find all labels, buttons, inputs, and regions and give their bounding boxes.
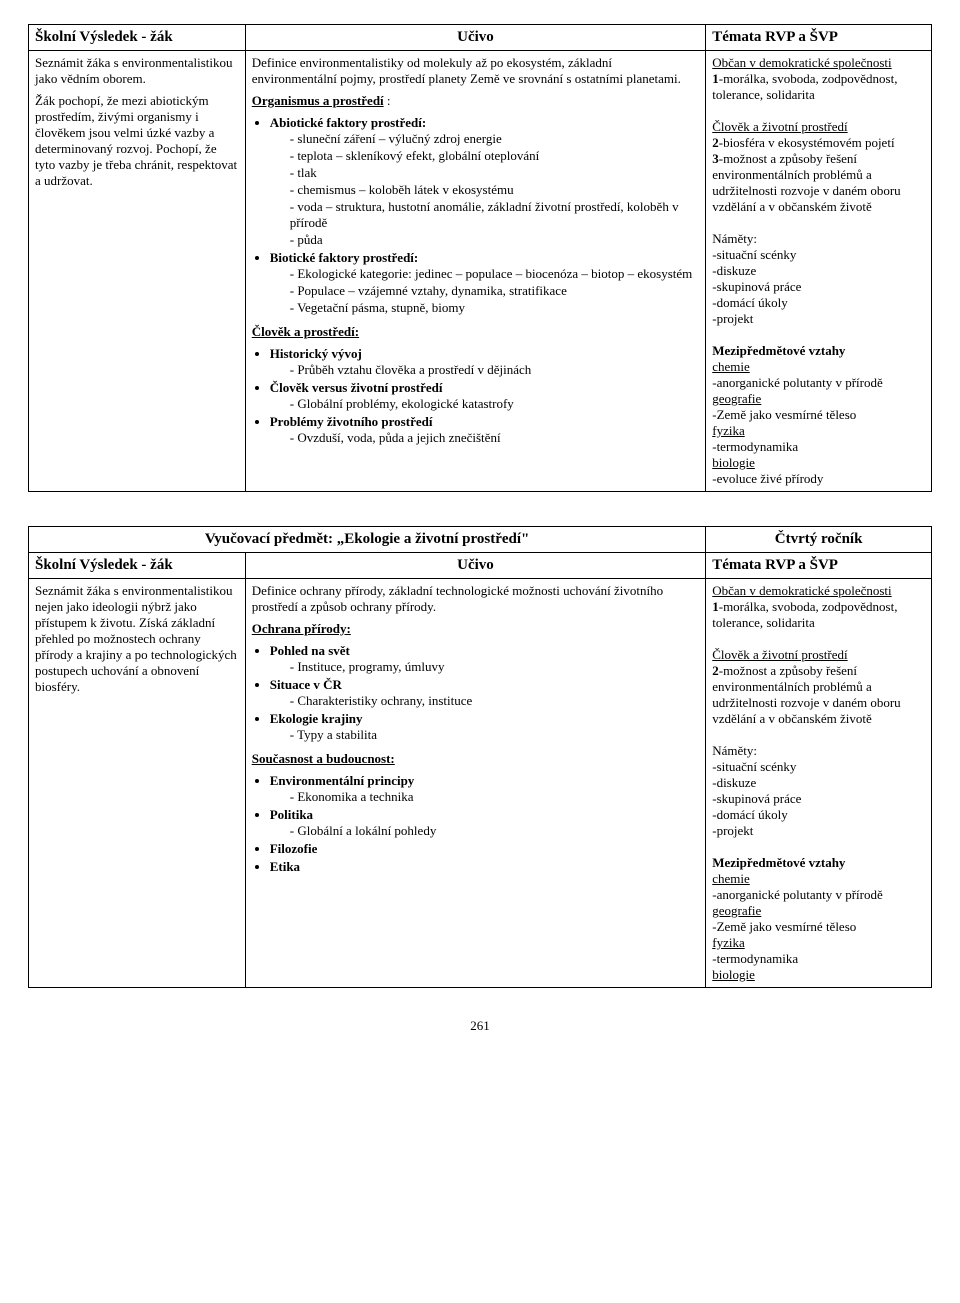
content-intro: Definice ochrany přírody, základní techn… — [252, 583, 700, 615]
prob-label: Problémy životního prostředí — [270, 414, 433, 429]
namety-item: -skupinová práce — [712, 791, 925, 807]
hist-label: Historický vývoj — [270, 346, 362, 361]
cell-outcome: Seznámit žáka s environmentalistikou nej… — [29, 579, 246, 988]
fyz-txt: -termodynamika — [712, 951, 925, 967]
chem-heading: chemie — [712, 871, 750, 886]
page-number: 261 — [28, 1018, 932, 1034]
clovek-txt3: -možnost a způsoby řešení environmentáln… — [712, 151, 900, 214]
bio-heading: biologie — [712, 455, 755, 470]
list-item: Ovzduší, voda, půda a jejich znečištění — [290, 430, 700, 446]
ekologie-label: Ekologie krajiny — [270, 711, 363, 726]
obcan-heading: Občan v demokratické společnosti — [712, 583, 891, 598]
clovek-txt2: -biosféra v ekosystémovém pojetí — [719, 135, 895, 150]
list-item: teplota – skleníkový efekt, globální ote… — [290, 148, 700, 164]
namety-item: -situační scénky — [712, 759, 925, 775]
list-item: Typy a stabilita — [290, 727, 700, 743]
cell-topics: Občan v demokratické společnosti 1-morál… — [706, 51, 932, 492]
cell-outcome: Seznámit žáka s environmentalistikou jak… — [29, 51, 246, 492]
chem-txt: -anorganické polutanty v přírodě — [712, 375, 925, 391]
subject-row: Vyučovací předmět: „Ekologie a životní p… — [29, 527, 932, 553]
fyz-heading: fyzika — [712, 423, 744, 438]
namety-item: -domácí úkoly — [712, 295, 925, 311]
curriculum-table-2: Vyučovací předmět: „Ekologie a životní p… — [28, 526, 932, 988]
obcan-txt: -morálka, svoboda, zodpovědnost, toleran… — [712, 599, 897, 630]
list-item: sluneční záření – výlučný zdroj energie — [290, 131, 700, 147]
list-item: Průběh vztahu člověka a prostředí v ději… — [290, 362, 700, 378]
situace-label: Situace v ČR — [270, 677, 342, 692]
section-ochrana: Ochrana přírody: — [252, 621, 351, 636]
versus-label: Člověk versus životní prostředí — [270, 380, 443, 395]
namety-item: -skupinová práce — [712, 279, 925, 295]
namety-item: -projekt — [712, 823, 925, 839]
namety-item: -diskuze — [712, 775, 925, 791]
bio-heading: biologie — [712, 967, 755, 982]
table-row: Seznámit žáka s environmentalistikou jak… — [29, 51, 932, 492]
list-item: Instituce, programy, úmluvy — [290, 659, 700, 675]
clovek-heading: Člověk a životní prostředí — [712, 119, 847, 134]
list-item: Globální problémy, ekologické katastrofy — [290, 396, 700, 412]
pol-label: Politika — [270, 807, 313, 822]
header-col2: Učivo — [245, 25, 706, 51]
cell-topics: Občan v demokratické společnosti 1-morál… — [706, 579, 932, 988]
obcan-txt: -morálka, svoboda, zodpovědnost, toleran… — [712, 71, 897, 102]
namety-item: -diskuze — [712, 263, 925, 279]
content-intro: Definice environmentalistiky od molekuly… — [252, 55, 700, 87]
abiotic-label: Abiotické faktory prostředí: — [270, 115, 426, 130]
header-col2: Učivo — [245, 553, 706, 579]
geo-txt: -Země jako vesmírné těleso — [712, 919, 925, 935]
table-header-row: Školní Výsledek - žák Učivo Témata RVP a… — [29, 553, 932, 579]
table-row: Seznámit žáka s environmentalistikou nej… — [29, 579, 932, 988]
clovek-heading: Člověk a životní prostředí — [712, 647, 847, 662]
list-item: tlak — [290, 165, 700, 181]
subject-label: Vyučovací předmět: „Ekologie a životní p… — [205, 531, 530, 547]
namety-item: -projekt — [712, 311, 925, 327]
outcome-p1: Seznámit žáka s environmentalistikou jak… — [35, 55, 239, 87]
list-item: chemismus – koloběh látek v ekosystému — [290, 182, 700, 198]
geo-txt: -Země jako vesmírné těleso — [712, 407, 925, 423]
list-item: Globální a lokální pohledy — [290, 823, 700, 839]
curriculum-table-1: Školní Výsledek - žák Učivo Témata RVP a… — [28, 24, 932, 492]
header-col1: Školní Výsledek - žák — [29, 553, 246, 579]
list-item: půda — [290, 232, 700, 248]
list-item: Ekonomika a technika — [290, 789, 700, 805]
biotic-label: Biotické faktory prostředí: — [270, 250, 419, 265]
list-item: Charakteristiky ochrany, instituce — [290, 693, 700, 709]
header-col3: Témata RVP a ŠVP — [706, 553, 932, 579]
header-col3: Témata RVP a ŠVP — [706, 25, 932, 51]
outcome-p2: Žák pochopí, že mezi abiotickým prostřed… — [35, 93, 239, 189]
namety-item: -situační scénky — [712, 247, 925, 263]
clovek-txt2: -možnost a způsoby řešení environmentáln… — [712, 663, 900, 726]
subject-cell: Vyučovací předmět: „Ekologie a životní p… — [29, 527, 706, 553]
year-cell: Čtvrtý ročník — [706, 527, 932, 553]
chem-txt: -anorganické polutanty v přírodě — [712, 887, 925, 903]
fyz-heading: fyzika — [712, 935, 744, 950]
pohled-label: Pohled na svět — [270, 643, 350, 658]
list-item: voda – struktura, hustotní anomálie, zák… — [290, 199, 700, 231]
table-header-row: Školní Výsledek - žák Učivo Témata RVP a… — [29, 25, 932, 51]
fil-label: Filozofie — [270, 841, 318, 856]
env-label: Environmentální principy — [270, 773, 415, 788]
bio-txt: -evoluce živé přírody — [712, 471, 925, 487]
section-soucasnost: Současnost a budoucnost: — [252, 751, 395, 766]
header-col1: Školní Výsledek - žák — [29, 25, 246, 51]
cell-content: Definice ochrany přírody, základní techn… — [245, 579, 706, 988]
mezi-label: Mezipředmětové vztahy — [712, 343, 925, 359]
geo-heading: geografie — [712, 903, 761, 918]
eti-label: Etika — [270, 859, 300, 874]
namety-label: Náměty: — [712, 743, 925, 759]
chem-heading: chemie — [712, 359, 750, 374]
mezi-label: Mezipředmětové vztahy — [712, 855, 925, 871]
fyz-txt: -termodynamika — [712, 439, 925, 455]
namety-label: Náměty: — [712, 231, 925, 247]
section-human: Člověk a prostředí: — [252, 324, 359, 339]
list-item: Populace – vzájemné vztahy, dynamika, st… — [290, 283, 700, 299]
list-item: Ekologické kategorie: jedinec – populace… — [290, 266, 700, 282]
obcan-heading: Občan v demokratické společnosti — [712, 55, 891, 70]
geo-heading: geografie — [712, 391, 761, 406]
list-item: Vegetační pásma, stupně, biomy — [290, 300, 700, 316]
namety-item: -domácí úkoly — [712, 807, 925, 823]
outcome-p1: Seznámit žáka s environmentalistikou nej… — [35, 583, 239, 695]
cell-content: Definice environmentalistiky od molekuly… — [245, 51, 706, 492]
section-organism: Organismus a prostředí — [252, 93, 384, 108]
